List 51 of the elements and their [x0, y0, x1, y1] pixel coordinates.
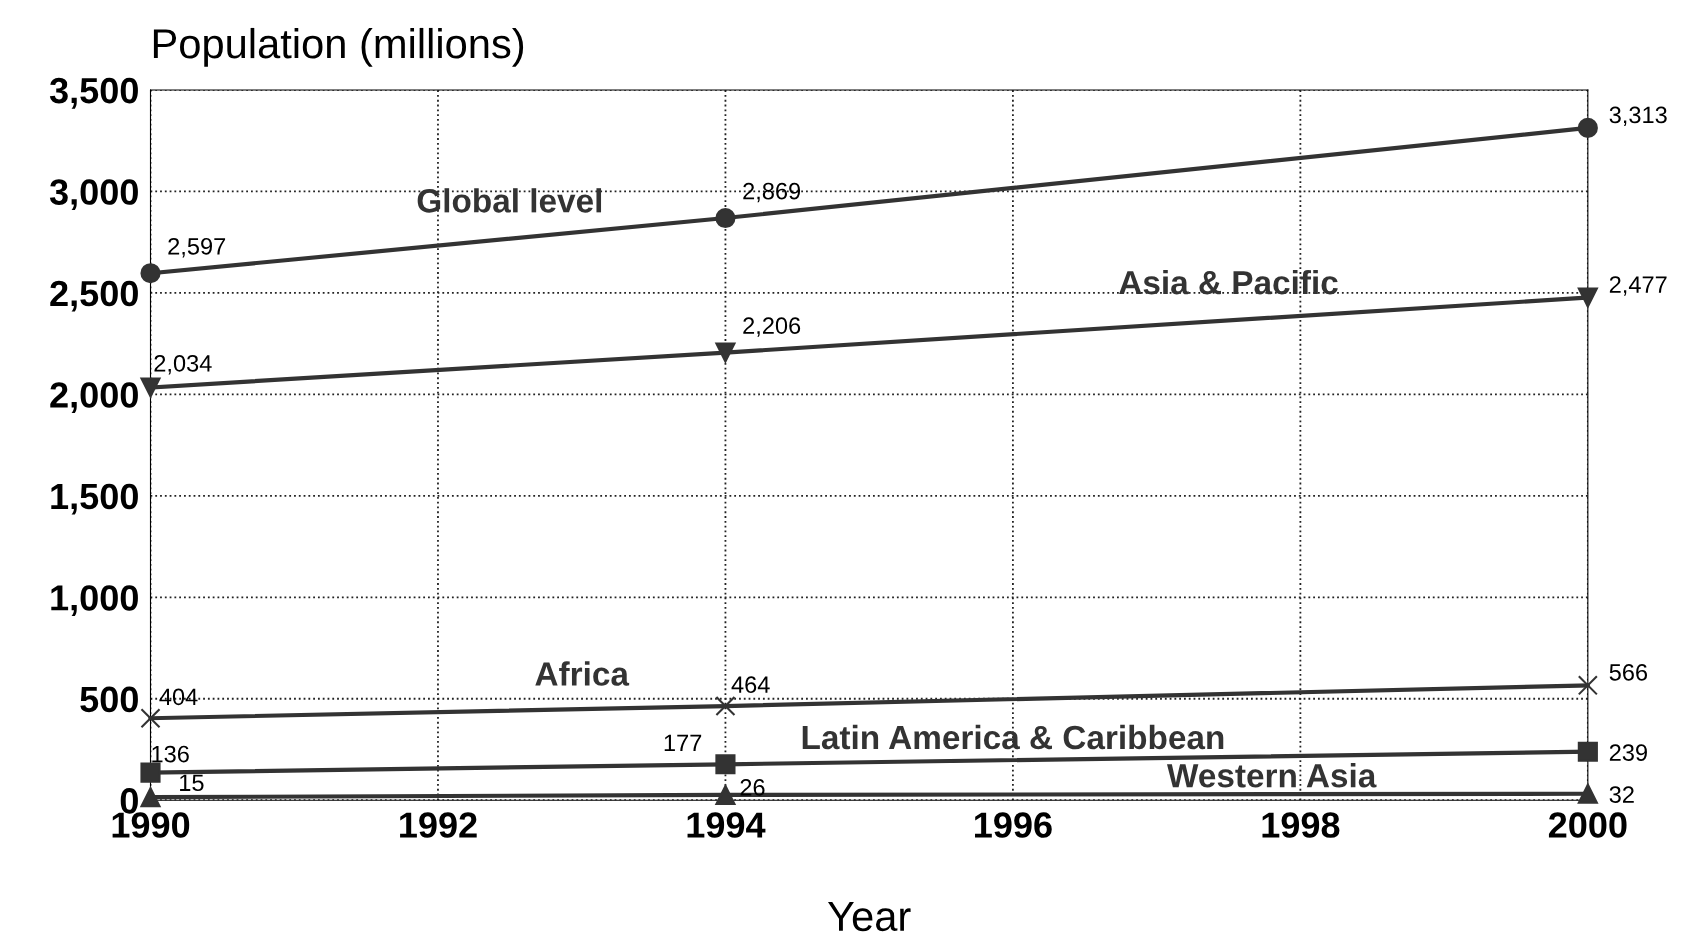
y-tick-label: 2,500	[50, 280, 138, 312]
point	[1577, 783, 1598, 804]
data-label: 3,313	[1609, 106, 1667, 127]
y-tick-label: 1,500	[51, 483, 138, 515]
data-label: 2,477	[1609, 276, 1667, 296]
series-label: Africa	[535, 661, 630, 686]
data-label: 2,034	[154, 354, 212, 375]
data-label: 239	[1609, 744, 1647, 761]
data-label: 2,869	[743, 182, 801, 203]
data-label: 136	[152, 745, 189, 763]
point	[715, 784, 736, 806]
x-tick-label: 1998	[1262, 812, 1340, 838]
x-axis-title: Year	[827, 902, 911, 932]
point	[140, 787, 161, 808]
point	[715, 754, 736, 775]
y-tick-label: 2,000	[50, 382, 138, 414]
y-tick-label: 3,000	[49, 179, 138, 211]
point	[1577, 287, 1598, 308]
data-label: 2,206	[743, 317, 801, 337]
y-tick-label: 0	[120, 788, 138, 814]
data-label: 26	[740, 779, 765, 796]
point	[140, 708, 161, 729]
data-label: 404	[159, 688, 198, 706]
series-label: Asia & Pacific	[1119, 269, 1338, 295]
point	[1577, 117, 1598, 138]
y-axis-title: Population (millions)	[153, 27, 524, 67]
x-tick-label: 1996	[975, 812, 1052, 838]
series-label: Global level	[417, 188, 602, 213]
data-label: 2,597	[168, 237, 226, 258]
point	[715, 695, 736, 717]
point	[140, 377, 161, 398]
point	[715, 342, 736, 363]
data-label: 32	[1609, 786, 1634, 803]
point	[140, 263, 161, 284]
data-label: 464	[731, 676, 770, 694]
x-tick-label: 1990	[112, 812, 190, 838]
y-tick-label: 3,500	[49, 77, 138, 109]
point	[140, 762, 161, 783]
y-tick-label: 500	[80, 686, 138, 713]
data-label: 15	[180, 774, 204, 792]
data-label: 566	[1609, 663, 1648, 681]
point	[1577, 741, 1598, 762]
data-label: 177	[664, 734, 702, 752]
x-tick-label: 2000	[1548, 812, 1627, 838]
x-tick-label: 1992	[400, 812, 477, 838]
x-tick-label: 1994	[687, 812, 766, 838]
series-label: Latin America & Caribbean	[802, 724, 1224, 750]
point	[715, 207, 736, 229]
y-tick-label: 1,000	[51, 585, 138, 616]
series-label: Western Asia	[1166, 763, 1377, 788]
point	[1577, 675, 1598, 696]
